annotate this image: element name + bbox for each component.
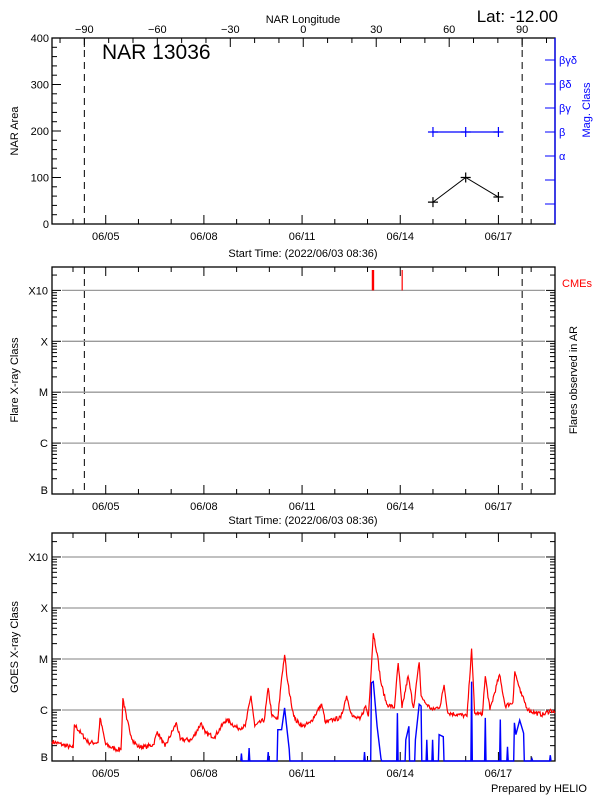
goes-ylabel: GOES X-ray Class [9,601,21,693]
nar-area-point [427,197,438,208]
y-class-label: B [41,485,48,497]
time-tick-label: 06/05 [92,501,120,513]
time-tick-label: 06/14 [386,501,414,513]
cme-legend-label: CMEs [562,278,592,290]
start-time-label-1: Start Time: (2022/06/03 08:36) [228,248,377,260]
time-tick-label: 06/11 [289,768,316,780]
flare-ylabel: Flare X-ray Class [9,337,21,422]
longitude-tick-label: 30 [370,24,382,36]
mag-class-tick-label: α [559,151,566,163]
flares-observed-label: Flares observed in AR [568,326,580,434]
time-tick-label: 06/11 [289,501,316,513]
mag-class-point [427,127,438,137]
y-class-label: X [41,603,49,615]
y-tick-label: 200 [31,126,49,138]
mag-class-point [460,127,471,137]
lat-label: Lat: -12.00 [477,7,558,26]
mag-class-tick-label: βγδ [559,55,577,67]
y-class-label: B [41,752,48,764]
nar-area-point [460,172,471,183]
nar-area-point [493,192,504,203]
mag-class-label: Mag. Class [581,82,593,138]
y-class-label: X10 [28,285,48,297]
time-tick-label: 06/11 [289,231,316,243]
longitude-tick-label: −60 [148,24,167,36]
plot-frame-2 [51,266,556,495]
time-tick-label: 06/14 [386,768,414,780]
y-class-label: M [39,387,48,399]
region-title: NAR 13036 [102,41,211,64]
y-tick-label: 400 [31,33,49,45]
longitude-tick-label: 0 [300,24,306,36]
y-class-label: X10 [28,552,48,564]
longitude-tick-label: 90 [516,24,528,36]
y-tick-label: 300 [31,80,49,92]
time-tick-label: 06/05 [92,768,120,780]
longitude-tick-label: −90 [75,24,94,36]
y-tick-label: 0 [43,219,49,231]
y-class-label: C [40,438,48,450]
plot-frame-1 [51,37,556,225]
time-tick-label: 06/05 [92,231,120,243]
top-axis-title: NAR Longitude [266,14,341,26]
time-tick-label: 06/08 [190,231,218,243]
time-tick-label: 06/17 [485,501,513,513]
time-tick-label: 06/17 [485,231,513,243]
credit: Prepared by HELIO [491,783,587,795]
mag-class-tick-label: β [559,127,565,139]
plot-frame-3 [51,532,556,762]
mag-class-tick-label: βδ [559,79,571,91]
nar-area-ylabel: NAR Area [9,106,21,156]
longitude-tick-label: 60 [443,24,455,36]
y-tick-label: 100 [31,173,49,185]
goes-short-channel-line [240,680,552,762]
y-class-label: X [41,336,49,348]
mag-class-tick-label: βγ [559,103,571,115]
time-tick-label: 06/08 [190,501,218,513]
longitude-tick-label: −30 [221,24,240,36]
goes-long-channel-line [51,633,556,753]
start-time-label-2: Start Time: (2022/06/03 08:36) [228,515,377,527]
time-tick-label: 06/17 [485,768,513,780]
y-class-label: M [39,654,48,666]
mag-class-point [493,127,504,137]
time-tick-label: 06/08 [190,768,218,780]
time-tick-label: 06/14 [386,231,414,243]
y-class-label: C [40,705,48,717]
